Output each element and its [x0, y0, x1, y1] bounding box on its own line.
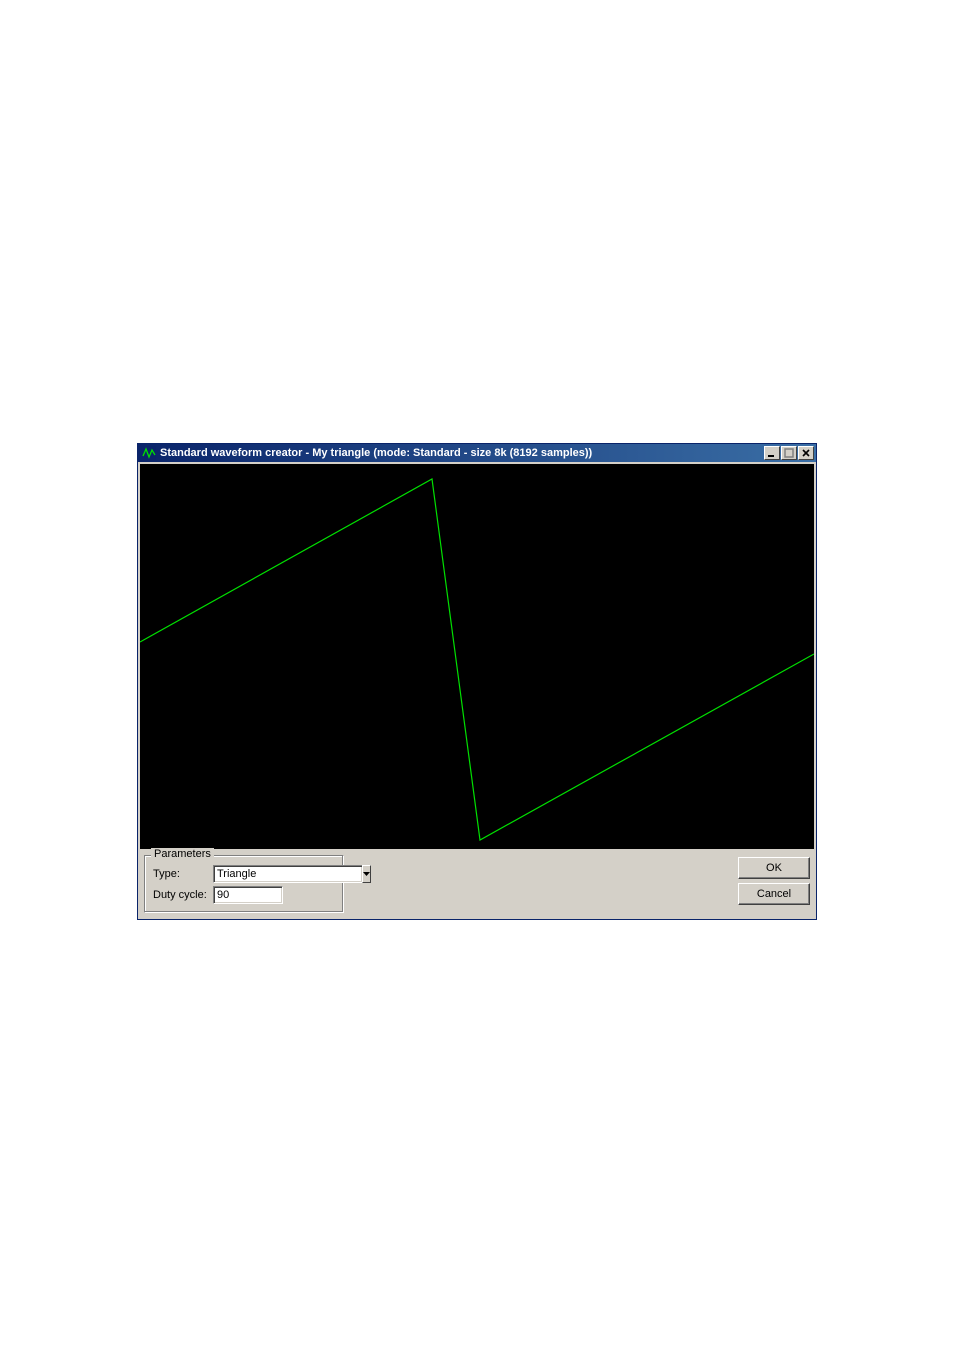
duty-cycle-label: Duty cycle:	[153, 889, 213, 901]
app-icon	[142, 446, 156, 460]
waveform-creator-window: Standard waveform creator - My triangle …	[137, 443, 817, 920]
window-title: Standard waveform creator - My triangle …	[160, 447, 763, 459]
window-controls	[763, 446, 814, 460]
bottom-panel: Parameters Type: Duty cycle: OK Cancel	[138, 851, 816, 919]
cancel-button[interactable]: Cancel	[738, 883, 810, 905]
dialog-buttons: OK Cancel	[738, 855, 810, 905]
parameters-legend: Parameters	[151, 848, 214, 860]
minimize-button[interactable]	[764, 446, 780, 460]
maximize-icon	[784, 448, 794, 458]
type-dropdown-button[interactable]	[362, 865, 371, 883]
type-value[interactable]	[213, 865, 362, 883]
chevron-down-icon	[363, 872, 370, 876]
ok-button[interactable]: OK	[738, 857, 810, 879]
parameters-group: Parameters Type: Duty cycle:	[144, 855, 344, 913]
close-icon	[801, 448, 811, 458]
type-label: Type:	[153, 868, 213, 880]
minimize-icon	[767, 448, 777, 458]
plot-area	[138, 462, 816, 851]
close-button[interactable]	[798, 446, 814, 460]
duty-cycle-input[interactable]	[213, 886, 283, 904]
waveform-plot	[140, 464, 814, 849]
type-combo[interactable]	[213, 865, 333, 883]
titlebar[interactable]: Standard waveform creator - My triangle …	[138, 444, 816, 462]
maximize-button	[781, 446, 797, 460]
